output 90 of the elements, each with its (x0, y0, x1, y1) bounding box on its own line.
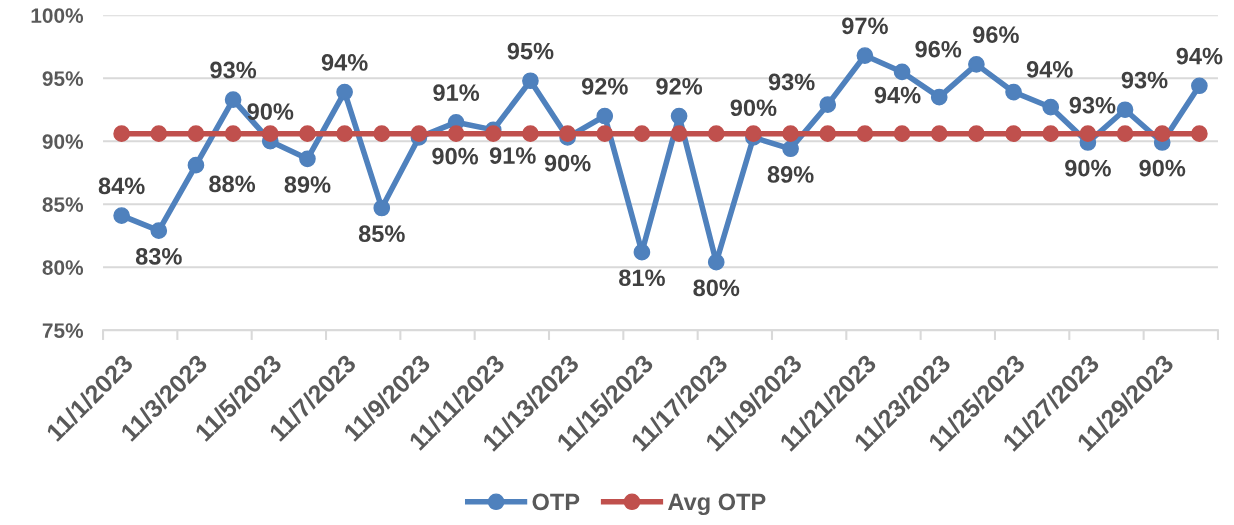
data-label: 85% (358, 225, 405, 243)
data-label: 96% (973, 26, 1019, 44)
point (299, 150, 316, 168)
data-label: 92% (581, 77, 628, 95)
point (113, 207, 130, 224)
point (893, 125, 911, 142)
y-tick-label: 95% (42, 71, 84, 86)
legend-label: OTP (532, 493, 580, 511)
point (1042, 98, 1060, 116)
data-label: 95% (507, 42, 554, 60)
data-label: 97% (842, 17, 888, 35)
point (187, 125, 205, 142)
point (522, 72, 539, 90)
point (707, 253, 725, 271)
y-tick-label: 75% (42, 323, 84, 338)
point (968, 125, 985, 142)
point (522, 125, 539, 142)
data-label: 90% (1139, 159, 1186, 177)
point (447, 125, 465, 142)
data-label: 84% (98, 177, 145, 195)
point (224, 125, 242, 142)
point (1005, 83, 1022, 101)
point (187, 156, 205, 174)
point (224, 91, 242, 108)
data-label: 90% (247, 103, 294, 120)
data-label: 90% (1065, 159, 1111, 177)
point (410, 125, 428, 142)
data-label: 94% (321, 54, 368, 71)
point (1153, 125, 1171, 142)
point (373, 199, 391, 217)
point (633, 125, 651, 142)
data-label: 89% (767, 166, 814, 183)
data-label: 96% (915, 40, 962, 58)
point (707, 125, 725, 142)
point (299, 125, 316, 142)
point (1042, 125, 1060, 142)
point (782, 140, 799, 158)
data-label: 93% (768, 73, 815, 91)
point (856, 47, 874, 64)
point (261, 125, 279, 142)
y-tick-label: 100% (31, 8, 84, 23)
y-tick-label: 85% (42, 197, 84, 212)
data-label: 89% (284, 176, 331, 193)
data-label: 93% (210, 61, 257, 79)
data-label: 90% (432, 147, 479, 165)
point (113, 125, 130, 142)
point (930, 88, 948, 106)
y-tick-label: 80% (42, 260, 84, 275)
point (484, 125, 502, 142)
point (596, 107, 614, 125)
point (373, 125, 391, 142)
point (150, 125, 168, 142)
point (930, 125, 948, 142)
data-label: 80% (693, 279, 740, 297)
point (782, 125, 799, 142)
point (633, 243, 651, 261)
point (596, 125, 614, 142)
point (1079, 125, 1097, 142)
point (1191, 125, 1208, 142)
point (1191, 77, 1208, 95)
point (1116, 101, 1134, 119)
data-label: 93% (1069, 96, 1116, 114)
point (670, 107, 688, 125)
point (1005, 125, 1022, 142)
data-label: 91% (489, 147, 536, 164)
point (336, 125, 353, 142)
legend-label: Avg OTP (668, 493, 766, 516)
data-label: 94% (1176, 47, 1223, 65)
point (745, 125, 762, 142)
point (670, 125, 688, 142)
data-label: 81% (619, 269, 665, 287)
point (150, 222, 168, 240)
point (856, 125, 874, 142)
point (893, 63, 911, 81)
point (968, 56, 985, 73)
data-label: 90% (730, 99, 777, 117)
data-label: 90% (544, 154, 591, 172)
data-label: 92% (656, 77, 703, 95)
data-label: 94% (874, 86, 921, 104)
data-label: 94% (1026, 60, 1073, 78)
point (336, 83, 353, 101)
point (559, 125, 576, 142)
data-label: 83% (135, 247, 182, 265)
point (819, 96, 837, 114)
point (819, 125, 837, 142)
point (1116, 125, 1134, 142)
data-label: 91% (433, 84, 480, 101)
data-label: 93% (1121, 71, 1168, 89)
y-tick-label: 90% (42, 134, 84, 149)
data-label: 88% (209, 175, 256, 193)
